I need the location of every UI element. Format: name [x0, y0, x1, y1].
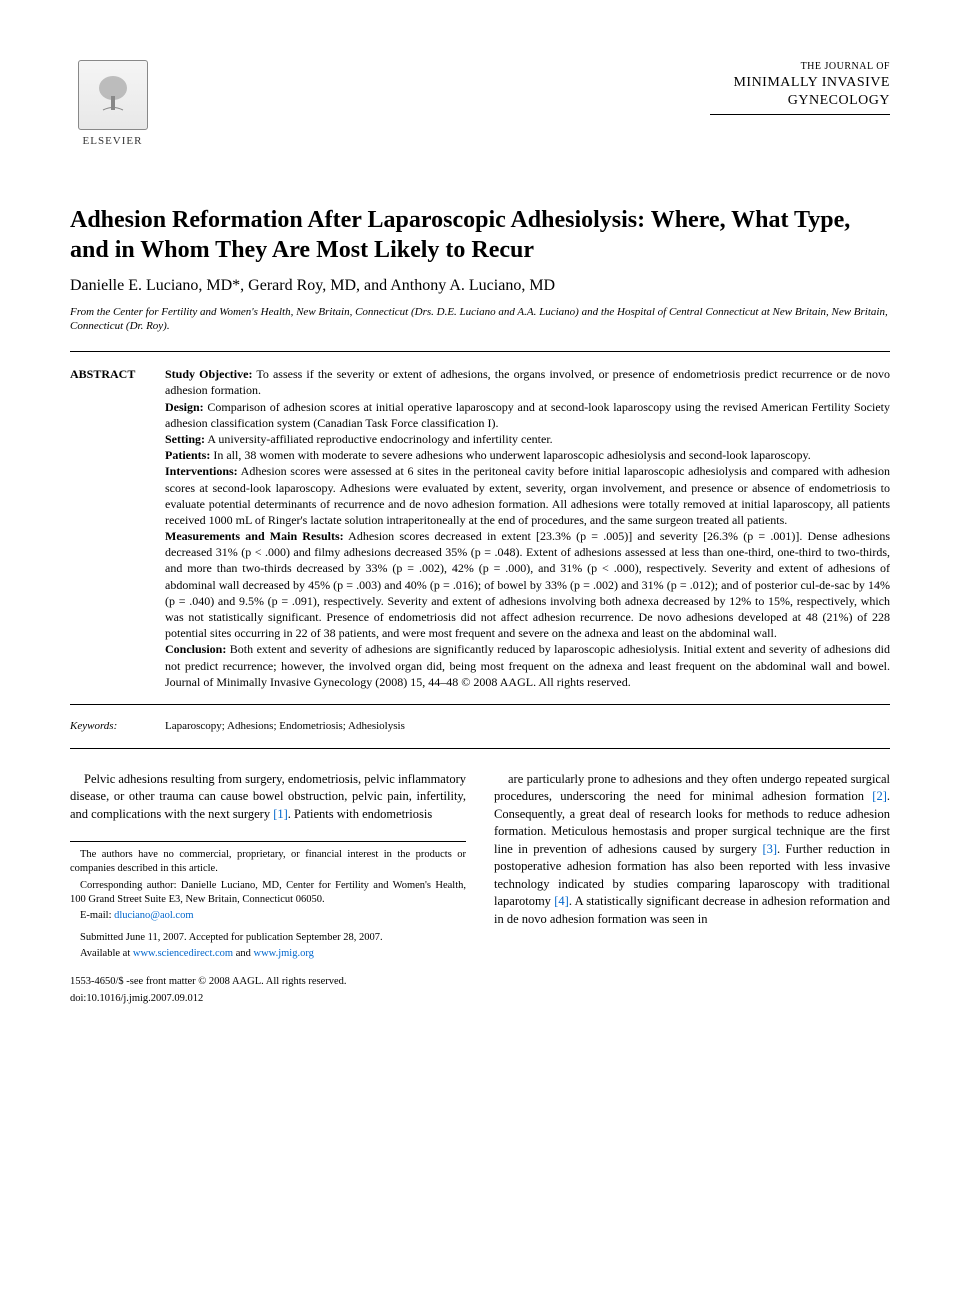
journal-title-block: THE JOURNAL OF MINIMALLY INVASIVE GYNECO…	[710, 60, 890, 115]
email-link[interactable]: dluciano@aol.com	[114, 910, 193, 921]
conclusion-text: Both extent and severity of adhesions ar…	[165, 642, 890, 688]
column-left: Pelvic adhesions resulting from surgery,…	[70, 771, 466, 1007]
journal-line-3: GYNECOLOGY	[710, 92, 890, 111]
affiliation-line: From the Center for Fertility and Women'…	[70, 305, 890, 334]
footer-doi: doi:10.1016/j.jmig.2007.09.012	[70, 992, 466, 1007]
objective-text: To assess if the severity or extent of a…	[165, 367, 890, 397]
ref-link-3[interactable]: [3]	[762, 842, 777, 856]
divider-bottom	[70, 748, 890, 749]
page-header: ELSEVIER THE JOURNAL OF MINIMALLY INVASI…	[70, 60, 890, 155]
interventions-text: Adhesion scores were assessed at 6 sites…	[165, 464, 890, 527]
publisher-name: ELSEVIER	[83, 134, 143, 149]
footnote-disclosure: The authors have no commercial, propriet…	[70, 848, 466, 876]
authors-line: Danielle E. Luciano, MD*, Gerard Roy, MD…	[70, 275, 890, 297]
patients-text: In all, 38 women with moderate to severe…	[210, 448, 810, 462]
design-label: Design:	[165, 400, 204, 414]
results-text: Adhesion scores decreased in extent [23.…	[165, 529, 890, 640]
ref-link-2[interactable]: [2]	[872, 789, 887, 803]
footnotes-block: The authors have no commercial, propriet…	[70, 841, 466, 961]
footnote-submitted: Submitted June 11, 2007. Accepted for pu…	[70, 931, 466, 945]
ref-link-1[interactable]: [1]	[273, 807, 288, 821]
body-columns: Pelvic adhesions resulting from surgery,…	[70, 771, 890, 1007]
design-text: Comparison of adhesion scores at initial…	[165, 400, 890, 430]
body-para-right: are particularly prone to adhesions and …	[494, 771, 890, 929]
journal-line-2: MINIMALLY INVASIVE	[710, 74, 890, 93]
ref-link-4[interactable]: [4]	[554, 894, 569, 908]
divider-mid	[70, 704, 890, 705]
abstract-block: ABSTRACT Study Objective: To assess if t…	[70, 366, 890, 690]
article-title: Adhesion Reformation After Laparoscopic …	[70, 205, 890, 265]
url-sciencedirect[interactable]: www.sciencedirect.com	[133, 948, 233, 959]
objective-label: Study Objective:	[165, 367, 252, 381]
setting-text: A university-affiliated reproductive end…	[205, 432, 553, 446]
publisher-logo: ELSEVIER	[70, 60, 155, 155]
keywords-text: Laparoscopy; Adhesions; Endometriosis; A…	[165, 719, 405, 734]
keywords-row: Keywords: Laparoscopy; Adhesions; Endome…	[70, 719, 890, 734]
journal-line-1: THE JOURNAL OF	[710, 60, 890, 74]
keywords-label: Keywords:	[70, 719, 165, 734]
footnote-corresponding: Corresponding author: Danielle Luciano, …	[70, 879, 466, 907]
interventions-label: Interventions:	[165, 464, 238, 478]
conclusion-label: Conclusion:	[165, 642, 226, 656]
footnote-available: Available at www.sciencedirect.com and w…	[70, 947, 466, 961]
journal-underline	[710, 114, 890, 115]
url-jmig[interactable]: www.jmig.org	[254, 948, 314, 959]
patients-label: Patients:	[165, 448, 210, 462]
body-para-left: Pelvic adhesions resulting from surgery,…	[70, 771, 466, 824]
footer-issn: 1553-4650/$ -see front matter © 2008 AAG…	[70, 975, 466, 990]
results-label: Measurements and Main Results:	[165, 529, 344, 543]
abstract-label: ABSTRACT	[70, 366, 165, 690]
elsevier-tree-icon	[78, 60, 148, 130]
footnote-email: E-mail: dluciano@aol.com	[70, 909, 466, 923]
abstract-content: Study Objective: To assess if the severi…	[165, 366, 890, 690]
divider-top	[70, 351, 890, 352]
column-right: are particularly prone to adhesions and …	[494, 771, 890, 1007]
setting-label: Setting:	[165, 432, 205, 446]
